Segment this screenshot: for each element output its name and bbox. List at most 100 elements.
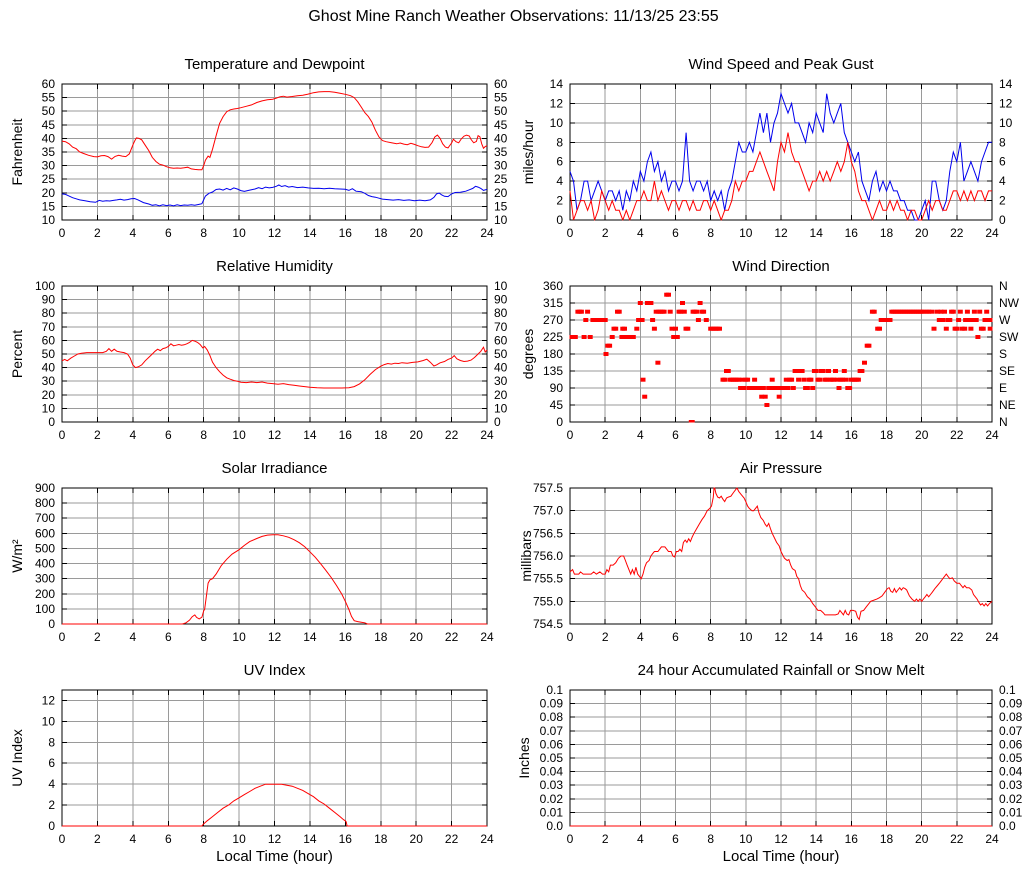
x-tick-label: 12 — [268, 226, 282, 240]
y-tick-label-right: 80 — [494, 306, 507, 320]
plot-rainfall: 0 2 4 6 8 10 12 14 16 18 20 22 240.00.010.020.030.04… — [540, 683, 1023, 846]
plot-temperature-dewpoint: 0 2 4 6 8 10 12 14 16 18 20 22 241015202530354045505… — [42, 77, 507, 240]
x-tick-label: 16 — [339, 630, 353, 644]
point — [855, 377, 861, 382]
point — [831, 377, 837, 382]
y-tick-label: 10 — [42, 401, 56, 415]
point — [671, 335, 677, 339]
y-tick-label: 0.03 — [540, 778, 564, 792]
y-tick-label: 400 — [35, 557, 55, 571]
point — [613, 326, 619, 331]
plot-border — [569, 487, 993, 625]
x-tick-label: 8 — [707, 428, 714, 442]
point — [642, 394, 648, 399]
x-tick-label: 8 — [200, 428, 207, 442]
point — [987, 326, 993, 331]
y-tick-label-right: 4 — [999, 174, 1006, 188]
x-tick-label: 14 — [303, 832, 317, 846]
x-tick-label: 14 — [810, 630, 824, 644]
plot-border — [569, 285, 993, 423]
chart-air-pressure: Air Pressure millibars 0 2 4 6 8 10 12 14 16 18 20… — [512, 450, 1026, 650]
point — [836, 386, 842, 390]
point — [824, 377, 830, 382]
y-tick-label: 315 — [543, 296, 563, 310]
x-tick-label: 22 — [445, 630, 459, 644]
plot-border — [61, 285, 488, 423]
point — [739, 377, 745, 382]
y-tick-label-right: 0 — [494, 415, 501, 429]
y-tick-label: 0.07 — [540, 724, 564, 738]
x-tick-label: 4 — [129, 630, 136, 644]
plot-border — [61, 689, 488, 827]
y-tick-label: 360 — [543, 279, 563, 293]
point — [866, 343, 872, 348]
y-tick-label: 0 — [556, 415, 563, 429]
series-air-pressure — [569, 487, 993, 621]
point — [760, 386, 766, 390]
y-tick-label-right: 0.07 — [999, 724, 1023, 738]
y-tick-label: 756.5 — [533, 526, 563, 540]
y-tick-label: 8 — [48, 735, 55, 749]
y-tick-label: 10 — [550, 116, 564, 130]
y-tick-label-right: 90 — [494, 293, 507, 307]
point — [619, 335, 625, 339]
chart-title: Temperature and Dewpoint — [184, 56, 365, 73]
point — [804, 386, 810, 390]
y-tick-label: 2 — [48, 798, 55, 812]
gridlines — [569, 689, 993, 827]
point — [741, 386, 747, 390]
y-tick-label: 755.0 — [533, 594, 563, 608]
y-tick-label: 0.05 — [540, 751, 564, 765]
point — [673, 326, 678, 331]
x-tick-label: 6 — [165, 630, 172, 644]
y-tick-label-right: 30 — [494, 374, 507, 388]
y-tick-label: 0.08 — [540, 710, 564, 724]
y-tick-label-right: NW — [999, 296, 1020, 310]
gridlines — [569, 285, 993, 423]
point — [975, 335, 981, 339]
chart-relative-humidity: Relative Humidity Percent 0 2 4 6 8 10 12 14 16 1… — [1, 248, 507, 448]
y-tick-label: 55 — [42, 91, 56, 105]
y-tick-label-right: 45 — [494, 118, 507, 132]
point — [799, 369, 805, 373]
point — [655, 360, 661, 365]
y-tick-label: 20 — [42, 388, 56, 402]
y-tick-label: 225 — [543, 330, 563, 344]
x-tick-label: 8 — [200, 630, 207, 644]
y-tick-label: 300 — [35, 572, 55, 586]
y-tick-label: 757.0 — [533, 504, 563, 518]
point — [578, 309, 584, 314]
y-tick-label: 60 — [42, 333, 56, 347]
y-tick-label-right: 40 — [494, 131, 507, 145]
y-tick-label: 0.1 — [546, 683, 563, 697]
point — [847, 386, 853, 390]
y-tick-label-right: W — [999, 313, 1011, 327]
point — [776, 394, 782, 399]
point — [775, 386, 780, 390]
y-tick-label-right: 0.0 — [999, 819, 1016, 833]
chart-title: Solar Irradiance — [221, 460, 328, 477]
y-tick-label-right: 55 — [494, 91, 507, 105]
y-tick-label: 20 — [42, 186, 56, 200]
chart-title: 24 hour Accumulated Rainfall or Snow Mel… — [637, 662, 925, 679]
point — [722, 377, 728, 382]
tick-labels: 0 2 4 6 8 10 12 14 16 18 20 22 240100200300400500600… — [35, 481, 494, 644]
gridlines — [61, 690, 488, 827]
point — [681, 309, 687, 314]
y-tick-label: 757.5 — [533, 481, 563, 495]
y-tick-label: 200 — [35, 587, 55, 601]
x-tick-label: 22 — [950, 832, 964, 846]
x-tick-label: 18 — [374, 226, 388, 240]
x-tick-label: 22 — [445, 832, 459, 846]
x-tick-label: 12 — [268, 832, 282, 846]
y-tick-label-right: N — [999, 279, 1008, 293]
point — [769, 377, 775, 382]
point — [817, 377, 823, 382]
point — [834, 377, 840, 382]
point — [950, 309, 956, 314]
y-tick-label-right: NE — [999, 398, 1016, 412]
point — [796, 377, 802, 382]
x-tick-label: 20 — [410, 630, 424, 644]
